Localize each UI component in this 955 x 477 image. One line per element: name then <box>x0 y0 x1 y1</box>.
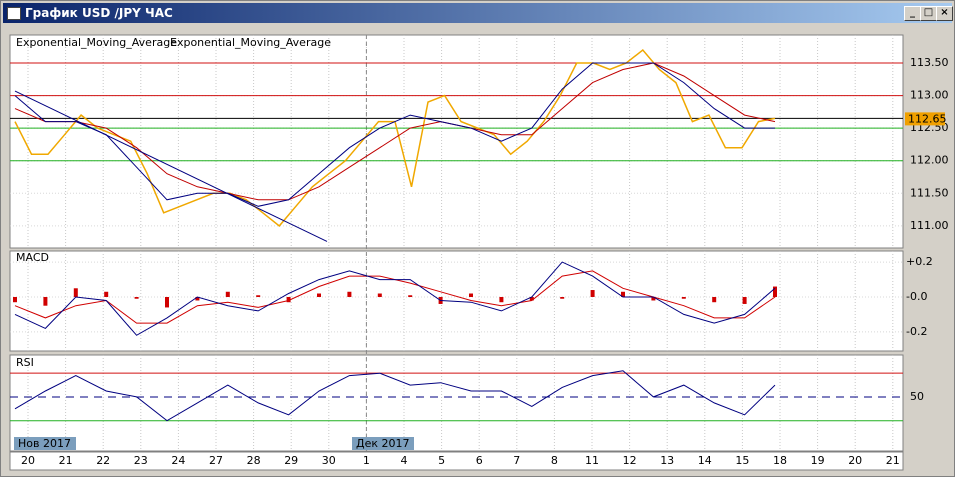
y-tick-label: -0.0 <box>906 290 927 303</box>
histogram-bar <box>469 293 473 297</box>
y-tick-label: 113.00 <box>910 89 949 102</box>
x-tick-label: 20 <box>848 454 862 467</box>
histogram-bar <box>621 291 625 297</box>
rsi-line <box>14 370 776 422</box>
x-tick-label: 11 <box>585 454 599 467</box>
x-tick-label: 22 <box>96 454 110 467</box>
histogram-bar <box>681 296 686 299</box>
histogram-bar <box>225 291 230 297</box>
histogram-bar <box>529 296 534 301</box>
title-bar: График USD /JPY ЧАС _ □ × <box>3 3 953 23</box>
month-label: Дек 2017 <box>356 437 410 450</box>
y-tick-label: 111.50 <box>910 186 949 199</box>
month-label: Нов 2017 <box>18 437 71 450</box>
x-tick-label: 8 <box>551 454 558 467</box>
x-tick-label: 24 <box>171 454 185 467</box>
x-tick-label: 30 <box>322 454 336 467</box>
histogram-bar <box>195 296 200 301</box>
x-tick-label: 29 <box>284 454 298 467</box>
histogram-bar <box>43 296 48 306</box>
x-tick-label: 7 <box>513 454 520 467</box>
histogram-bar <box>377 293 382 297</box>
y-tick-label: 111.00 <box>910 219 949 232</box>
y-tick-label: -0.2 <box>906 325 927 338</box>
month-label-box <box>352 437 414 450</box>
y-tick-label: +0.2 <box>906 255 933 268</box>
x-tick-label: 19 <box>811 454 825 467</box>
y-tick-label: 50 <box>910 390 924 403</box>
x-tick-label: 12 <box>623 454 637 467</box>
histogram-bar <box>256 295 261 297</box>
y-tick-label: 112.00 <box>910 154 949 167</box>
histogram-bar <box>742 296 747 304</box>
histogram-bar <box>13 296 17 303</box>
macd-line <box>14 261 776 336</box>
x-tick-label: 27 <box>209 454 223 467</box>
close-button[interactable]: × <box>936 6 953 21</box>
histogram-bar <box>499 296 504 303</box>
histogram-bar <box>560 296 565 299</box>
x-tick-label: 28 <box>247 454 261 467</box>
panel-label: RSI <box>16 356 34 369</box>
x-tick-label: 21 <box>59 454 73 467</box>
x-tick-label: 21 <box>886 454 900 467</box>
month-label-box <box>14 437 76 450</box>
histogram-bar <box>134 296 139 299</box>
x-tick-label: 15 <box>735 454 749 467</box>
window-title: График USD /JPY ЧАС <box>25 6 173 20</box>
histogram-bar <box>712 296 717 303</box>
legend-entry: Exponential_Moving_Average <box>16 36 177 49</box>
histogram-bar <box>104 291 109 297</box>
histogram-bar <box>286 296 291 303</box>
y-tick-label: 113.50 <box>910 56 949 69</box>
histogram-bar <box>317 293 321 297</box>
x-tick-label: 5 <box>438 454 445 467</box>
histogram-bar <box>73 288 78 297</box>
x-tick-label: 23 <box>134 454 148 467</box>
x-tick-label: 6 <box>476 454 483 467</box>
histogram-bar <box>408 295 413 297</box>
histogram-bar <box>590 290 595 297</box>
histogram-bar <box>165 296 169 308</box>
x-tick-label: 1 <box>363 454 370 467</box>
price-label: 112.65 <box>908 112 947 125</box>
histogram-bar <box>773 286 777 297</box>
histogram-bar <box>347 291 352 297</box>
ema-fast <box>14 62 775 207</box>
x-tick-label: 13 <box>660 454 674 467</box>
x-tick-label: 4 <box>401 454 408 467</box>
x-tick-label: 18 <box>773 454 787 467</box>
x-tick-label: 14 <box>698 454 712 467</box>
trendline <box>14 90 328 242</box>
price-label-box <box>905 112 945 126</box>
x-tick-label: 20 <box>21 454 35 467</box>
legend-entry: Exponential_Moving_Average <box>170 36 331 49</box>
histogram-bar <box>651 296 656 301</box>
panel-label: MACD <box>16 251 49 264</box>
